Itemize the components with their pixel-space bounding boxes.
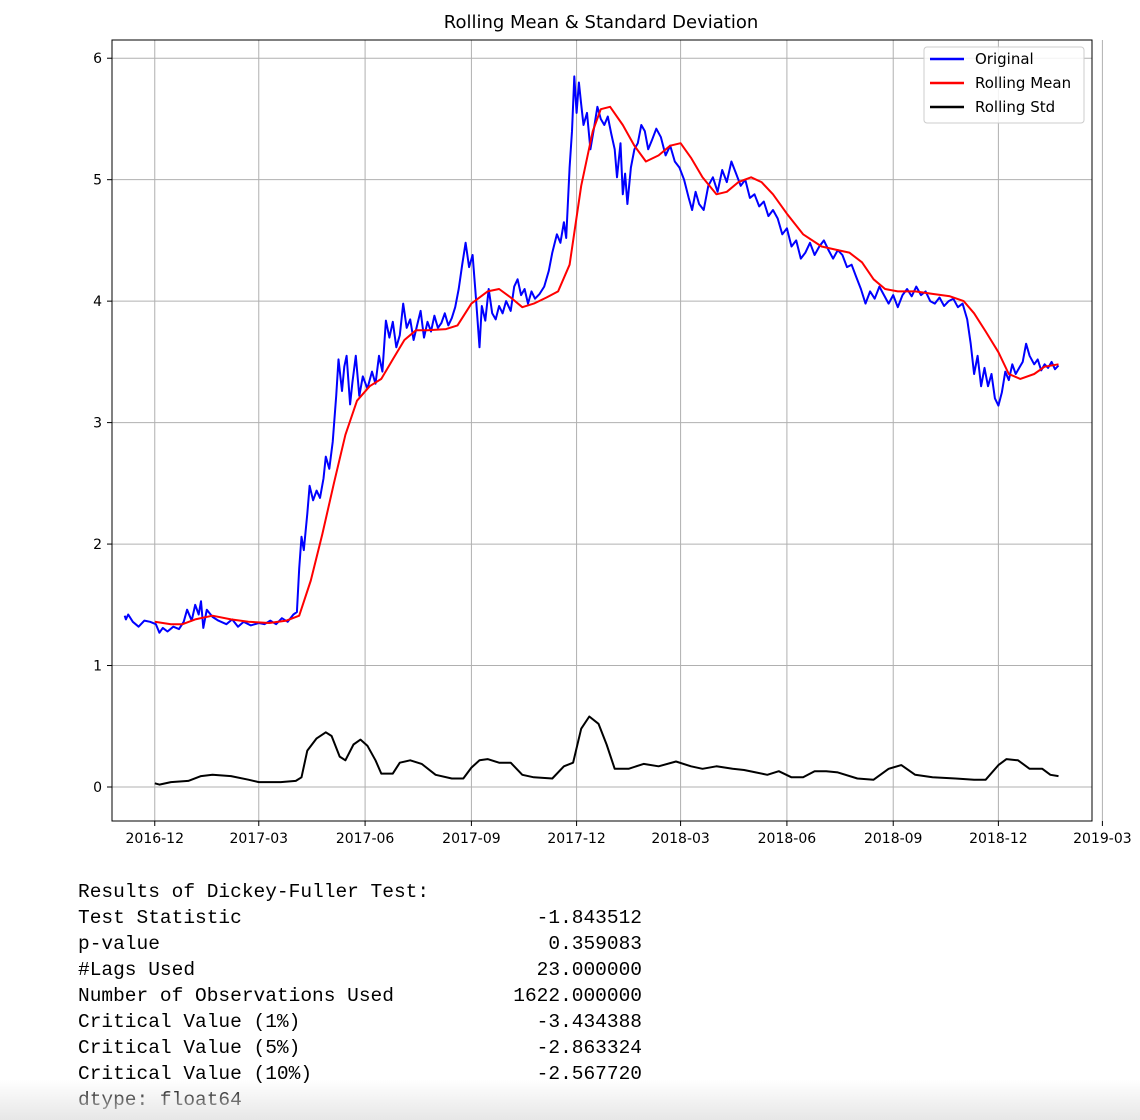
x-tick-label: 2018-03 [651,831,710,847]
grid-lines [112,40,1103,821]
plot-frame [111,39,1093,822]
series-line-rolling-std [154,715,1059,786]
y-tick-label: 0 [93,780,102,796]
dft-row-label: #Lags Used [78,959,196,981]
dft-row-value: 0.359083 [548,933,642,955]
x-tick-label: 2017-09 [442,831,501,847]
x-tick-label: 2018-12 [969,831,1028,847]
dft-row: p-value 0.359083 [78,931,678,957]
series-lines [123,75,1060,786]
dft-row-label: Test Statistic [78,907,242,929]
legend-label: Rolling Std [975,98,1055,116]
y-tick-label: 5 [93,173,102,189]
x-tick-label: 2017-06 [336,831,395,847]
y-tick-label: 4 [93,294,102,310]
dickey-fuller-output: Results of Dickey-Fuller Test: Test Stati… [78,879,678,1113]
dft-row-value: -2.863324 [536,1037,642,1059]
series-line-original [123,75,1060,634]
dft-row: Critical Value (5%) -2.863324 [78,1035,678,1061]
x-tick-label: 2016-12 [126,831,185,847]
dft-row-label: p-value [78,933,160,955]
x-tick-label: 2019-03 [1073,831,1132,847]
series-line-rolling-mean [154,105,1059,626]
x-tick-label: 2018-09 [864,831,923,847]
legend-label: Original [975,50,1034,68]
dft-row-value: -1.843512 [536,907,642,929]
legend-frame [923,46,1085,124]
dft-row-value: -2.567720 [536,1063,642,1085]
y-tick-label: 1 [93,659,102,675]
rolling-stats-chart: Rolling Mean & Standard Deviation 2016-1… [93,12,1132,847]
dft-row-label: Number of Observations Used [78,985,394,1007]
dft-dtype: dtype: float64 [78,1089,242,1111]
dft-row-value: -3.434388 [536,1011,642,1033]
x-tick-label: 2017-12 [547,831,606,847]
legend-label: Rolling Mean [975,74,1071,92]
y-tick-label: 6 [93,51,102,67]
dft-row: Test Statistic -1.843512 [78,905,678,931]
dft-heading: Results of Dickey-Fuller Test: [78,881,430,903]
dft-rows: Test Statistic -1.843512 p-value 0.359083 #L… [78,905,678,1087]
dft-row: Critical Value (1%) -3.434388 [78,1009,678,1035]
chart-title: Rolling Mean & Standard Deviation [444,12,759,33]
dft-row-label: Critical Value (10%) [78,1063,313,1085]
x-tick-label: 2017-03 [230,831,289,847]
dft-row-value: 1622.000000 [513,985,642,1007]
y-tick-label: 3 [93,416,102,432]
dft-row: #Lags Used 23.000000 [78,957,678,983]
legend: Original Rolling Mean Rolling Std [923,46,1085,124]
dft-row-label: Critical Value (1%) [78,1011,301,1033]
dft-row: Number of Observations Used 1622.000000 [78,983,678,1009]
dft-row-value: 23.000000 [536,959,642,981]
y-tick-label: 2 [93,537,102,553]
axis-ticks: 2016-12 2017-03 2017-06 2017-09 2017-12 2018-… [93,51,1132,847]
dft-row-label: Critical Value (5%) [78,1037,301,1059]
x-tick-label: 2018-06 [758,831,817,847]
dft-row: Critical Value (10%) -2.567720 [78,1061,678,1087]
